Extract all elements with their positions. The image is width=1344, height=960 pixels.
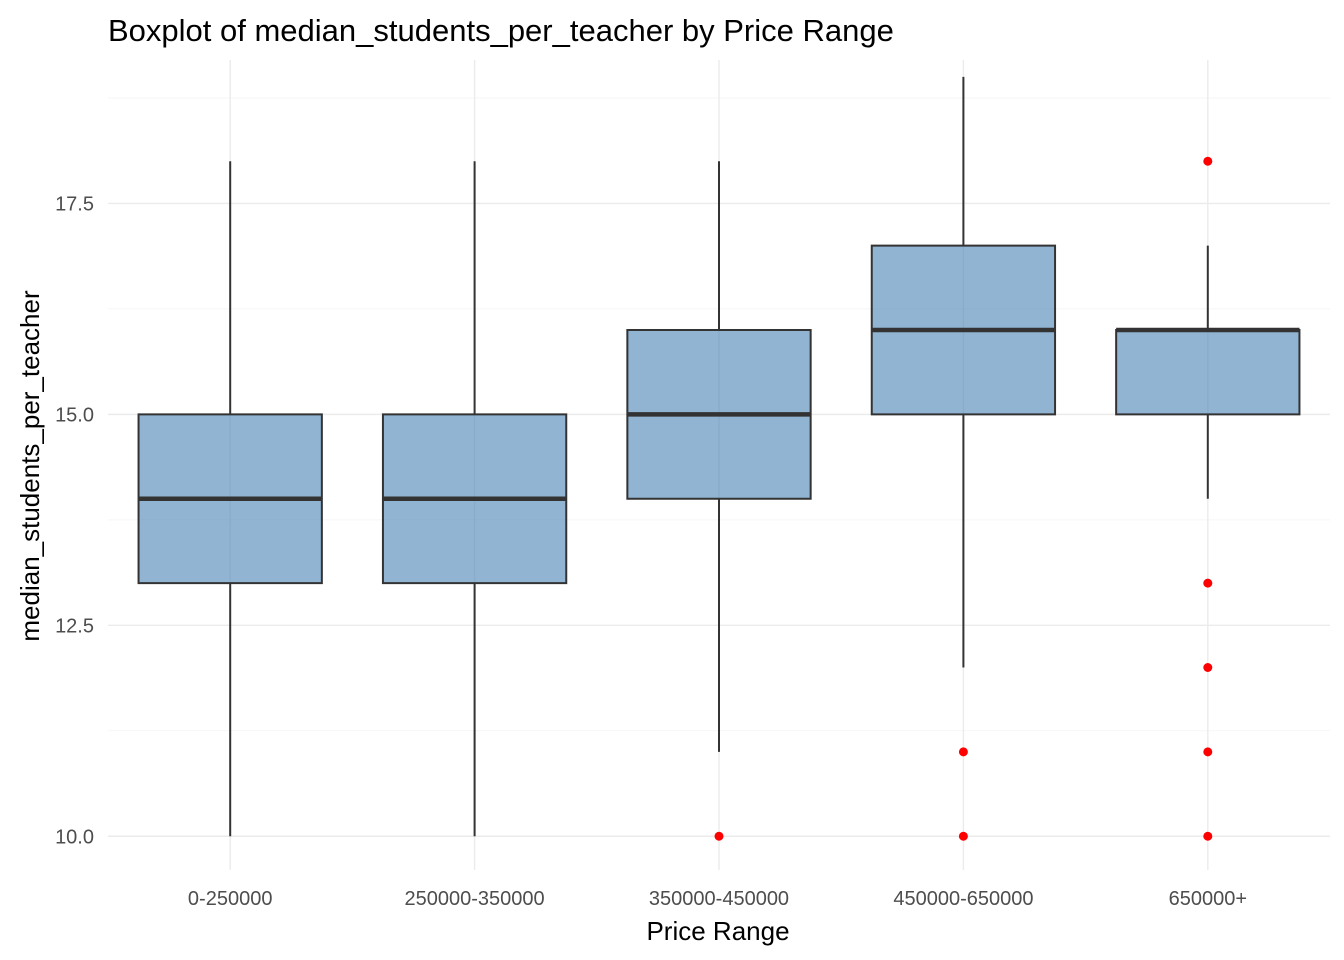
y-tick-label: 10.0 bbox=[55, 826, 94, 848]
x-tick-label: 0-250000 bbox=[188, 888, 273, 910]
box-group bbox=[137, 161, 323, 837]
box-group bbox=[870, 76, 1057, 841]
y-tick-labels: 10.0 12.5 15.0 17.5 bbox=[55, 193, 94, 848]
x-tick-label: 450000-650000 bbox=[893, 888, 1033, 910]
outlier-point bbox=[1203, 156, 1213, 166]
x-tick-label: 350000-450000 bbox=[649, 888, 789, 910]
outlier-point bbox=[958, 831, 968, 841]
chart-title: Boxplot of median_students_per_teacher b… bbox=[108, 13, 894, 48]
y-tick-label: 17.5 bbox=[55, 193, 94, 215]
boxes-layer bbox=[137, 76, 1301, 841]
x-axis-title: Price Range bbox=[646, 916, 789, 946]
x-tick-labels: 0-250000 250000-350000 350000-450000 450000… bbox=[188, 888, 1247, 910]
box-group bbox=[381, 161, 568, 837]
box-group bbox=[626, 161, 812, 841]
outlier-point bbox=[1203, 663, 1213, 672]
y-axis-title: median_students_per_teacher bbox=[15, 290, 45, 642]
box-group bbox=[1115, 156, 1301, 841]
outlier-point bbox=[714, 831, 724, 841]
y-tick-label: 15.0 bbox=[55, 404, 94, 426]
x-tick-label: 650000+ bbox=[1169, 888, 1247, 910]
outlier-point bbox=[1203, 747, 1213, 757]
box-iqr bbox=[1115, 329, 1301, 416]
outlier-point bbox=[958, 747, 968, 757]
outlier-point bbox=[1203, 831, 1213, 841]
x-tick-label: 250000-350000 bbox=[405, 888, 545, 910]
y-tick-label: 12.5 bbox=[55, 615, 94, 637]
outlier-point bbox=[1203, 578, 1213, 588]
